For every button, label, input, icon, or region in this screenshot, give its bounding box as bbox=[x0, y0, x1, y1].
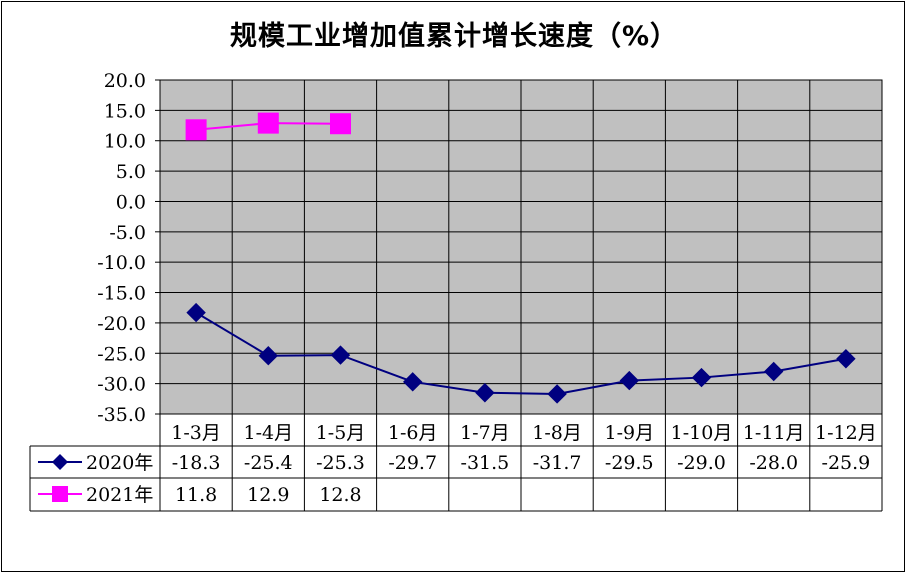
data-point bbox=[257, 112, 279, 134]
data-point bbox=[402, 372, 423, 392]
data-label: 12.8 bbox=[319, 484, 361, 506]
data-point bbox=[619, 370, 640, 391]
x-category-label: 1-10月 bbox=[671, 422, 733, 444]
data-point bbox=[547, 384, 567, 404]
y-tick-label: -10.0 bbox=[97, 252, 146, 274]
data-label: 12.9 bbox=[247, 484, 289, 506]
data-label: -31.5 bbox=[461, 452, 510, 474]
y-tick-label: -25.0 bbox=[97, 343, 146, 365]
data-label: -25.9 bbox=[822, 452, 871, 474]
data-point bbox=[258, 345, 279, 366]
legend-marker bbox=[52, 486, 68, 502]
data-label: -29.5 bbox=[605, 452, 654, 474]
x-category-label: 1-12月 bbox=[815, 422, 877, 444]
legend-marker bbox=[52, 454, 68, 470]
data-label: 11.8 bbox=[175, 484, 217, 506]
y-tick-label: 5.0 bbox=[116, 161, 146, 183]
y-tick-label: -30.0 bbox=[97, 374, 146, 396]
x-category-label: 1-3月 bbox=[171, 422, 221, 444]
x-category-label: 1-9月 bbox=[604, 422, 654, 444]
y-tick-label: 20.0 bbox=[104, 70, 146, 92]
x-category-label: 1-6月 bbox=[388, 422, 438, 444]
data-label: -25.4 bbox=[244, 452, 293, 474]
data-label: -28.0 bbox=[749, 452, 798, 474]
data-label: -29.0 bbox=[677, 452, 726, 474]
x-category-label: 1-7月 bbox=[460, 422, 510, 444]
legend-label: 2021年 bbox=[86, 484, 153, 506]
x-category-label: 1-4月 bbox=[243, 422, 293, 444]
y-tick-label: 15.0 bbox=[104, 100, 146, 122]
data-point bbox=[691, 367, 712, 388]
x-category-label: 1-5月 bbox=[316, 422, 366, 444]
y-tick-label: 0.0 bbox=[116, 191, 146, 213]
y-tick-label: -5.0 bbox=[109, 222, 146, 244]
data-point bbox=[185, 119, 207, 141]
data-label: -25.3 bbox=[316, 452, 365, 474]
x-category-label: 1-8月 bbox=[532, 422, 582, 444]
data-point bbox=[763, 361, 784, 382]
data-label: -18.3 bbox=[172, 452, 221, 474]
legend-label: 2020年 bbox=[86, 452, 153, 474]
chart-title: 规模工业增加值累计增长速度（%） bbox=[229, 21, 679, 52]
series-line-1 bbox=[195, 311, 847, 395]
y-tick-label: -35.0 bbox=[97, 404, 146, 426]
data-point bbox=[186, 302, 206, 323]
data-point bbox=[330, 113, 351, 135]
x-category-label: 1-11月 bbox=[743, 422, 805, 444]
data-point bbox=[836, 349, 856, 369]
y-tick-label: 10.0 bbox=[104, 131, 146, 153]
data-label: -31.7 bbox=[533, 452, 582, 474]
data-point bbox=[330, 345, 351, 365]
y-tick-label: -15.0 bbox=[97, 283, 146, 305]
y-tick-label: -20.0 bbox=[97, 313, 146, 335]
data-point bbox=[475, 383, 495, 403]
data-label: -29.7 bbox=[388, 452, 437, 474]
